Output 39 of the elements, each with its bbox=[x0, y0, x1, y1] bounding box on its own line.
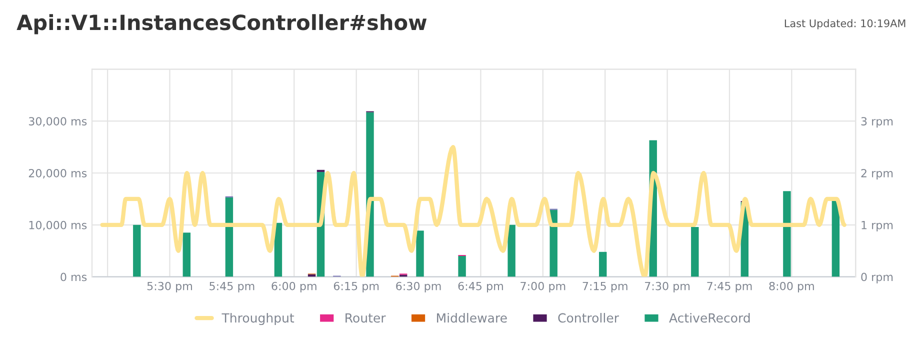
x-tick-label: 7:30 pm bbox=[645, 282, 690, 292]
bar bbox=[133, 224, 141, 277]
x-tick-label: 5:30 pm bbox=[147, 282, 192, 292]
x-tick-label: 6:45 pm bbox=[458, 282, 503, 292]
x-tick-label: 7:15 pm bbox=[582, 282, 628, 292]
legend-label: Middleware bbox=[437, 312, 507, 323]
bar bbox=[416, 230, 424, 277]
legend-label: ActiveRecord bbox=[669, 312, 750, 323]
chart-title: Api::V1::InstancesController#show bbox=[16, 14, 427, 34]
y2-tick-label: 3 rpm bbox=[861, 117, 893, 128]
bar bbox=[182, 232, 191, 277]
y2-tick-label: 1 rpm bbox=[862, 221, 893, 232]
y-tick-label: 30,000 ms bbox=[28, 117, 87, 127]
y2-tick-label: 2 rpm bbox=[861, 168, 893, 180]
bar bbox=[308, 274, 316, 277]
bar bbox=[783, 191, 791, 277]
bar bbox=[225, 197, 234, 277]
bar bbox=[598, 252, 607, 277]
x-tick-label: 7:45 pm bbox=[707, 282, 752, 292]
y-tick-label: 0 ms bbox=[60, 272, 87, 282]
bar bbox=[832, 201, 840, 277]
legend-label: Controller bbox=[558, 312, 619, 323]
x-tick-label: 7:00 pm bbox=[520, 282, 566, 292]
bar bbox=[458, 256, 466, 277]
x-tick-label: 6:30 pm bbox=[396, 282, 441, 292]
text: Last Updated: 10:19AM bbox=[784, 19, 906, 30]
bar bbox=[691, 226, 699, 277]
y-tick-label: 20,000 ms bbox=[28, 168, 87, 179]
y2-tick-label: 0 rpm bbox=[861, 272, 893, 284]
legend-label: Router bbox=[346, 313, 386, 323]
bar bbox=[274, 222, 282, 277]
x-tick-label: 8:00 pm bbox=[769, 282, 814, 292]
y-tick-label: 10,000 ms bbox=[29, 220, 87, 230]
legend-label: Throughput bbox=[222, 312, 294, 326]
bar bbox=[508, 224, 516, 277]
x-tick-label: 6:00 pm bbox=[272, 282, 316, 292]
bar bbox=[550, 210, 558, 277]
x-tick-label: 5:45 pm bbox=[210, 282, 254, 292]
x-tick-label: 6:15 pm bbox=[334, 282, 379, 292]
